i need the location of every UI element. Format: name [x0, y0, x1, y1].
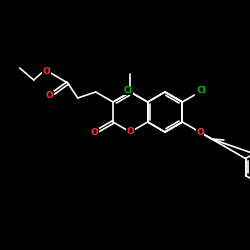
Text: Cl: Cl	[197, 86, 207, 95]
Text: Cl: Cl	[123, 86, 132, 95]
Text: O: O	[46, 92, 54, 100]
Text: O: O	[126, 128, 134, 136]
Text: O: O	[91, 128, 99, 137]
Text: O: O	[196, 128, 204, 137]
Text: O: O	[43, 66, 50, 76]
